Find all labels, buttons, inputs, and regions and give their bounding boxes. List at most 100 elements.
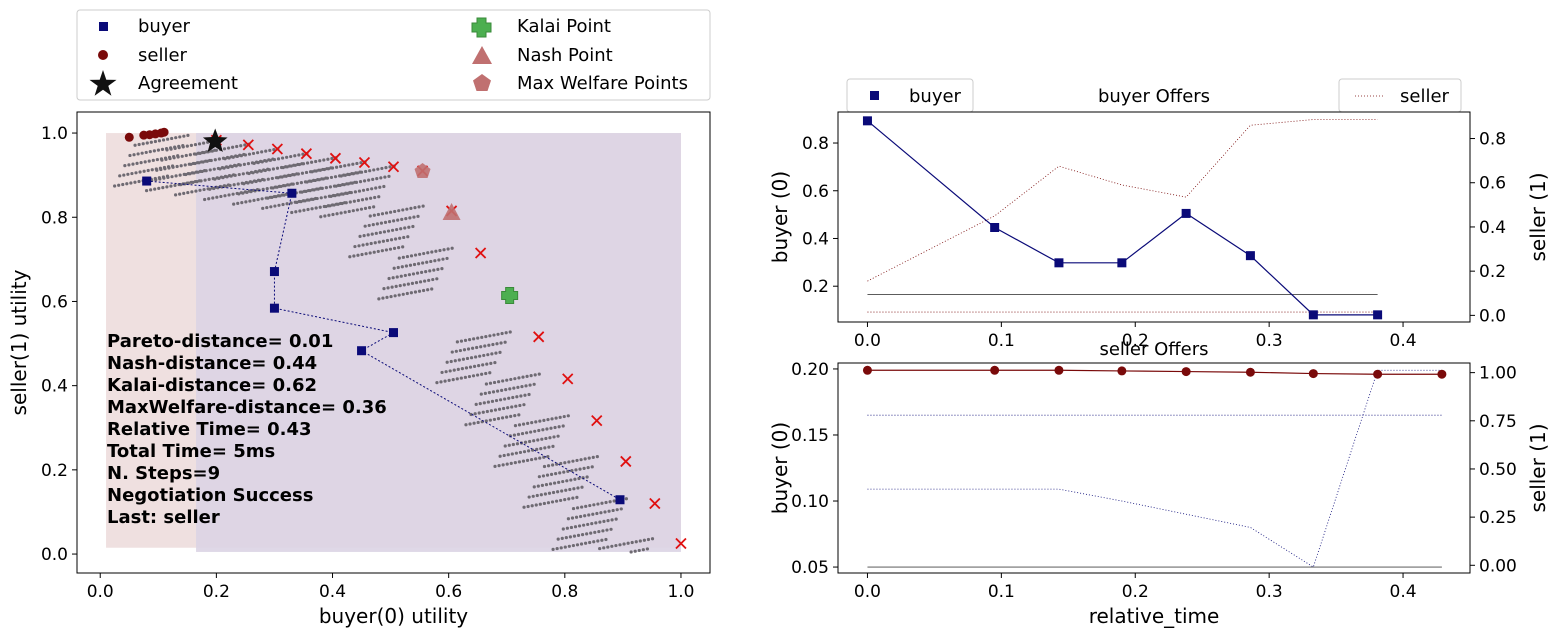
outcome-dot <box>591 512 595 516</box>
outcome-dot <box>522 505 526 509</box>
outcome-dot <box>224 184 228 188</box>
outcome-dot <box>552 435 556 439</box>
outcome-dot <box>180 154 184 158</box>
outcome-dot <box>545 427 549 431</box>
outcome-dot <box>197 142 202 146</box>
seller-offer-point <box>124 132 134 142</box>
outcome-dot <box>305 161 310 165</box>
outcome-dot <box>160 147 165 151</box>
outcome-dot <box>453 359 457 363</box>
outcome-dot <box>451 377 455 382</box>
outcome-dot <box>397 293 401 297</box>
outcome-dot <box>222 166 226 170</box>
seller-offers-seller-point <box>1373 369 1383 379</box>
outcome-dot <box>407 225 411 229</box>
outcome-dot <box>386 286 390 290</box>
outcome-dot <box>569 525 574 530</box>
outcome-dot <box>584 541 588 545</box>
outcome-dot <box>370 187 374 191</box>
pareto-point <box>620 455 632 468</box>
outcome-dot <box>454 349 458 353</box>
outcome-dot <box>506 406 510 410</box>
outcome-dot <box>585 475 589 479</box>
outcome-dot <box>352 254 356 258</box>
outcome-dot <box>528 439 532 444</box>
outcome-dot <box>534 457 538 461</box>
outcome-dot <box>529 374 533 378</box>
outcome-dot <box>379 221 384 225</box>
seller-offers-ytick-label: 0.05 <box>791 558 829 578</box>
outcome-dot <box>153 187 157 191</box>
outcome-dot <box>413 253 418 257</box>
outcome-dot <box>359 161 363 165</box>
outcome-dot <box>212 167 216 171</box>
outcome-dot <box>225 175 229 179</box>
seller-acceptable-region <box>196 133 681 552</box>
outcome-dot <box>476 336 480 340</box>
outcome-dot <box>478 354 482 358</box>
outcome-dot <box>430 287 434 291</box>
outcome-dot <box>144 189 149 193</box>
outcome-dot <box>402 283 406 287</box>
outcome-dot <box>496 417 501 421</box>
seller-offers-xtick-label: 0.3 <box>1256 582 1283 602</box>
buyer-offers-buyer-point <box>1117 258 1127 268</box>
outcome-dot <box>242 182 246 186</box>
outcome-dot <box>379 176 383 180</box>
outcome-dot <box>161 186 165 190</box>
stats-line: Pareto-distance= 0.01 <box>107 331 333 352</box>
outcome-dot <box>149 188 153 192</box>
legend-welfare-label: Max Welfare Points <box>517 73 688 94</box>
outcome-dot <box>544 436 548 441</box>
outcome-dot <box>364 169 368 174</box>
buyer-offers-ytick-label-right: 0.0 <box>1479 306 1506 326</box>
outcome-dot <box>399 227 403 231</box>
stats-line: Negotiation Success <box>107 485 313 506</box>
stats-line: Kalai-distance= 0.62 <box>107 375 317 396</box>
outcome-dot <box>222 147 227 151</box>
outcome-dot <box>605 528 609 532</box>
outcome-dot <box>492 380 497 385</box>
outcome-dot <box>493 408 498 412</box>
outcome-dot <box>269 205 273 209</box>
outcome-dot <box>415 271 420 275</box>
outcome-dot <box>375 222 379 226</box>
outcome-dot <box>565 479 569 483</box>
outcome-dot <box>314 159 318 164</box>
outcome-dot <box>519 394 523 398</box>
outcome-dot <box>540 437 544 441</box>
outcome-dot <box>575 495 579 499</box>
pareto-point <box>562 373 574 385</box>
outcome-dot <box>135 161 139 165</box>
seller-offers-ytick-label: 0.10 <box>791 492 829 512</box>
seller-offers-seller-point <box>1054 365 1064 375</box>
seller-offers-xtick-label: 0.1 <box>988 582 1015 602</box>
outcome-dot <box>373 195 377 200</box>
outcome-dot <box>606 519 610 523</box>
outcome-dot <box>117 183 121 187</box>
outcome-dot <box>515 395 519 399</box>
outcome-dot <box>583 514 587 518</box>
utility-axes-frame <box>76 111 711 574</box>
outcome-dot <box>122 173 126 177</box>
outcome-dot <box>326 157 330 161</box>
outcome-dot <box>218 167 222 171</box>
legend-welfare-marker <box>473 74 491 91</box>
outcome-dot <box>509 414 513 418</box>
outcome-dot <box>412 262 417 267</box>
outcome-dot <box>503 340 507 344</box>
outcome-dot <box>275 185 279 189</box>
outcome-dot <box>188 153 192 157</box>
buyer-offer-point <box>142 176 152 186</box>
outcome-dot <box>498 350 502 354</box>
outcome-dot <box>486 400 490 404</box>
outcome-dot <box>561 479 565 484</box>
outcome-dot <box>550 500 555 504</box>
outcome-dot <box>277 203 281 207</box>
outcome-dot <box>341 192 345 196</box>
utility-ytick-label: 1.0 <box>41 124 68 144</box>
outcome-dot <box>219 194 223 199</box>
outcome-dot <box>531 494 535 498</box>
seller-offers-seller-point <box>1117 366 1127 376</box>
outcome-dot <box>410 281 415 285</box>
